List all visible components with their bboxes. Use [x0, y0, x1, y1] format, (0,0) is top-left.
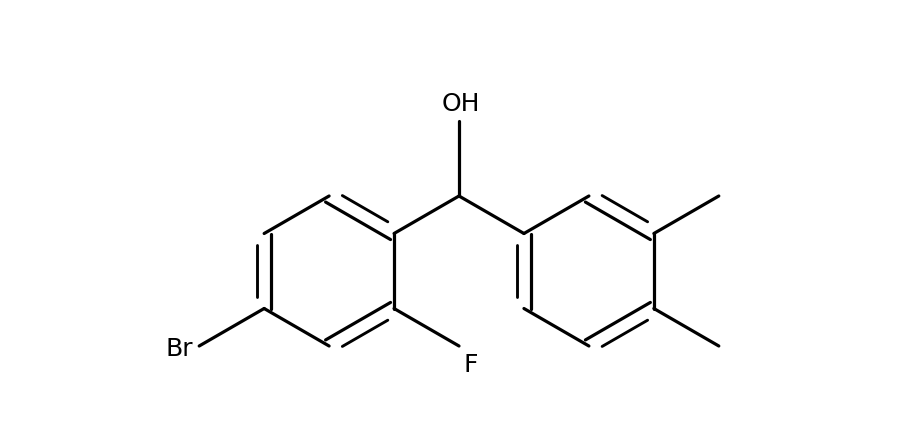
- Text: Br: Br: [165, 336, 193, 360]
- Text: OH: OH: [442, 92, 480, 116]
- Text: F: F: [463, 352, 477, 376]
